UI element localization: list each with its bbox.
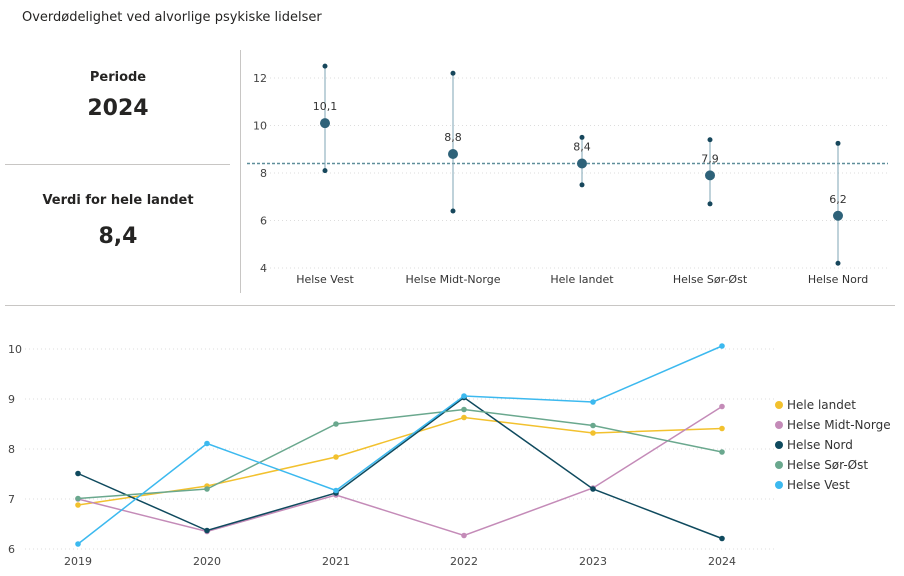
value-point: [448, 149, 458, 159]
lower-bound-marker: [835, 260, 841, 266]
x-tick-label: 2024: [708, 555, 736, 568]
lower-bound-marker: [450, 208, 456, 214]
x-tick-label: 2020: [193, 555, 221, 568]
panel-divider-vertical: [240, 50, 241, 293]
series-point: [204, 440, 210, 447]
value-point: [320, 118, 330, 129]
series-point: [719, 535, 725, 542]
legend-marker: [775, 461, 783, 469]
period-value: 2024: [87, 96, 149, 121]
series-point: [719, 449, 725, 455]
series-point: [75, 495, 81, 502]
y-tick-label: 8: [260, 167, 267, 180]
x-tick-label: Helse Midt-Norge: [406, 273, 501, 286]
x-tick-label: 2023: [579, 555, 607, 568]
data-label: 10,1: [313, 100, 338, 113]
series-point: [719, 403, 725, 410]
series-line-helse-midt-norge: [77, 405, 723, 537]
upper-bound-marker: [322, 63, 328, 69]
x-tick-label: 2022: [450, 555, 478, 568]
period-label: Periode: [89, 70, 147, 85]
x-tick-label: Helse Sør-Øst: [673, 273, 748, 286]
page-title: Overdødelighet ved alvorlige psykiske li…: [22, 10, 322, 25]
series-point: [461, 406, 467, 413]
value-point: [705, 170, 715, 181]
series-line-hele-landet: [77, 416, 723, 506]
series-line-helse-sør-øst: [77, 408, 723, 500]
y-tick-label: 7: [8, 493, 15, 506]
regional-dot-chart: 4 6 8 10 12 10,1 Helse Vest 8,8 Helse Midt-Norge…: [247, 63, 888, 286]
y-tick-label: 4: [260, 262, 267, 275]
x-tick-label: Helse Vest: [296, 273, 354, 286]
x-tick-label: 2019: [64, 555, 92, 568]
trend-line-chart: 6 7 8 9 10 2019 2020 2021 2022 2023 2024 Hele lande…: [8, 343, 891, 568]
y-tick-label: 10: [253, 120, 267, 133]
lower-bound-marker: [707, 201, 713, 207]
y-tick-label: 9: [8, 393, 15, 406]
series-point: [75, 502, 81, 508]
series-point: [461, 532, 467, 539]
legend-item: Helse Sør-Øst: [787, 458, 868, 472]
series-point: [204, 527, 210, 534]
data-label: 8,4: [573, 141, 591, 154]
series-point: [590, 430, 596, 436]
y-tick-label: 8: [8, 443, 15, 456]
x-tick-label: 2021: [322, 555, 350, 568]
x-tick-label: Hele landet: [550, 273, 614, 286]
national-value: 8,4: [98, 224, 138, 249]
lower-bound-marker: [322, 168, 328, 174]
value-point: [577, 158, 587, 169]
y-tick-label: 10: [8, 343, 22, 356]
legend-item: Helse Midt-Norge: [787, 418, 891, 432]
series-point: [590, 399, 596, 405]
legend-marker: [775, 481, 783, 489]
data-label: 8,8: [444, 131, 462, 144]
series-point: [719, 425, 725, 432]
data-label: 6,2: [829, 193, 847, 206]
legend-marker: [775, 421, 783, 429]
national-value-label: Verdi for hele landet: [42, 193, 194, 208]
series-point: [333, 487, 339, 494]
series-point: [590, 422, 596, 429]
series-point: [590, 486, 596, 492]
upper-bound-marker: [835, 140, 841, 146]
legend-item: Helse Nord: [787, 438, 853, 452]
kpi-divider: [5, 164, 230, 165]
series-point: [461, 393, 467, 399]
y-tick-label: 6: [260, 215, 267, 228]
series-point: [333, 421, 339, 427]
upper-bound-marker: [450, 70, 456, 76]
legend-item: Helse Vest: [787, 478, 850, 492]
upper-bound-marker: [579, 134, 585, 140]
series-point: [75, 470, 81, 477]
y-tick-label: 12: [253, 72, 267, 85]
y-tick-label: 6: [8, 543, 15, 556]
series-point: [75, 541, 81, 547]
series-line-helse-nord: [77, 396, 723, 540]
series-line-helse-vest: [77, 345, 723, 545]
data-label: 7,9: [701, 152, 719, 165]
upper-bound-marker: [707, 137, 713, 143]
legend-item: Hele landet: [787, 398, 856, 412]
legend-marker: [775, 441, 783, 449]
series-point: [333, 454, 339, 460]
lower-bound-marker: [579, 182, 585, 188]
value-point: [833, 210, 843, 221]
series-point: [204, 486, 210, 492]
series-point: [461, 414, 467, 421]
legend-marker: [775, 401, 783, 409]
series-point: [719, 343, 725, 349]
panel-divider-horizontal: [5, 305, 895, 306]
x-tick-label: Helse Nord: [808, 273, 868, 286]
